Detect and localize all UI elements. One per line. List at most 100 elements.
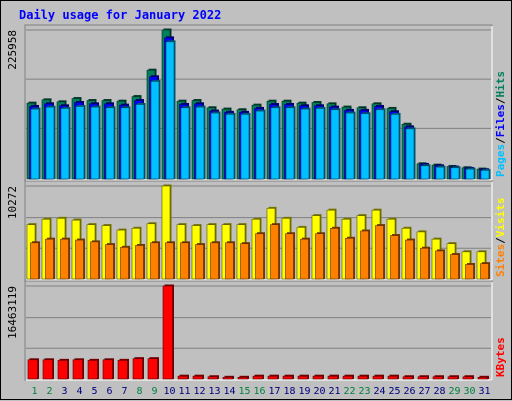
sites-bar [315,233,324,280]
x-tick-label: 15 [238,386,250,397]
kbytes-bar [117,360,128,380]
pages-bar [360,113,370,180]
sites-bar [210,242,219,280]
kbytes-bar [177,375,188,380]
kbytes-bar [447,376,458,380]
kbytes-bar [27,359,38,380]
pages-bar [60,108,70,180]
kbytes-bar [162,285,173,380]
sites-bar [390,235,399,280]
kbytes-bar [237,377,248,380]
pages-bar [90,106,100,180]
legend-sites: Sites [494,244,507,277]
panel-0-ymax-label: 225958 [6,30,19,70]
kbytes-bar [402,376,413,380]
x-tick-label: 13 [208,386,220,397]
sites-bar [345,237,354,280]
pages-bar [405,128,415,180]
kbytes-bar [357,375,368,380]
kbytes-bar [417,376,428,380]
x-tick-label: 22 [343,386,355,397]
pages-bar [465,168,475,180]
sites-bar [135,245,144,280]
pages-bar [45,106,55,180]
pages-bar [270,107,280,180]
kbytes-bar [42,359,53,380]
kbytes-bar [477,377,488,380]
x-tick-label: 6 [106,386,112,397]
x-tick-label: 30 [463,386,475,397]
pages-bar [480,170,490,180]
x-tick-label: 24 [373,386,385,397]
x-tick-label: 9 [151,386,157,397]
legend-kbytes: KBytes [494,337,507,377]
kbytes-bar [297,375,308,380]
x-tick-label: 8 [136,386,142,397]
pages-bar [255,110,265,180]
sites-bar [60,238,69,280]
sites-bar [270,224,279,280]
x-tick-label: 19 [298,386,310,397]
pages-bar [390,114,400,180]
x-tick-label: 17 [268,386,280,397]
pages-bar [180,107,190,180]
sites-bar [240,243,249,280]
pages-bar [315,108,325,180]
legend-files: Files [494,104,507,137]
kbytes-bar [342,375,353,380]
sites-bar [300,238,309,280]
kbytes-bar [372,375,383,380]
panel-2-ymax-label: 16463119 [6,286,19,339]
kbytes-bar [222,377,233,380]
sites-bar [420,247,429,280]
kbytes-bar [267,375,278,380]
sites-bar [30,242,39,280]
kbytes-bar [252,375,263,380]
sites-bar [330,227,339,280]
pages-bar [345,112,355,180]
pages-bar [30,108,40,180]
pages-bar [240,114,250,180]
x-tick-label: 31 [478,386,490,397]
pages-bar [435,166,445,180]
sites-bar [105,244,114,280]
x-tick-label: 26 [403,386,415,397]
legend-pages: Pages [494,144,507,177]
pages-bar [150,81,160,180]
sites-bar [285,233,294,280]
sites-bar [450,254,459,280]
sites-bar [435,250,444,280]
sites-bar [225,242,234,280]
pages-bar [75,106,85,180]
chart-title: Daily usage for January 2022 [19,8,222,22]
x-tick-label: 1 [31,386,37,397]
panel-2-legend: KBytes [494,337,507,377]
kbytes-bar [387,375,398,380]
sites-bar [480,263,489,280]
kbytes-bar [327,375,338,380]
kbytes-bar [312,375,323,380]
pages-bar [195,106,205,180]
pages-bar [300,108,310,180]
kbytes-bar [102,359,113,380]
x-tick-label: 5 [91,386,97,397]
pages-bar [330,109,340,180]
pages-bar [165,41,175,180]
kbytes-bar [207,376,218,380]
legend-separator: / [494,97,507,104]
x-tick-label: 18 [283,386,295,397]
x-tick-label: 4 [76,386,82,397]
sites-bar [375,225,384,280]
x-tick-label: 12 [193,386,205,397]
kbytes-bar [57,360,68,380]
pages-bar [375,109,385,180]
x-tick-label: 27 [418,386,430,397]
legend-visits: Visits [494,198,507,238]
sites-bar [360,230,369,280]
x-tick-label: 28 [433,386,445,397]
x-tick-label: 21 [328,386,340,397]
pages-bar [225,114,235,180]
kbytes-bar [147,358,158,380]
sites-bar [120,247,129,280]
